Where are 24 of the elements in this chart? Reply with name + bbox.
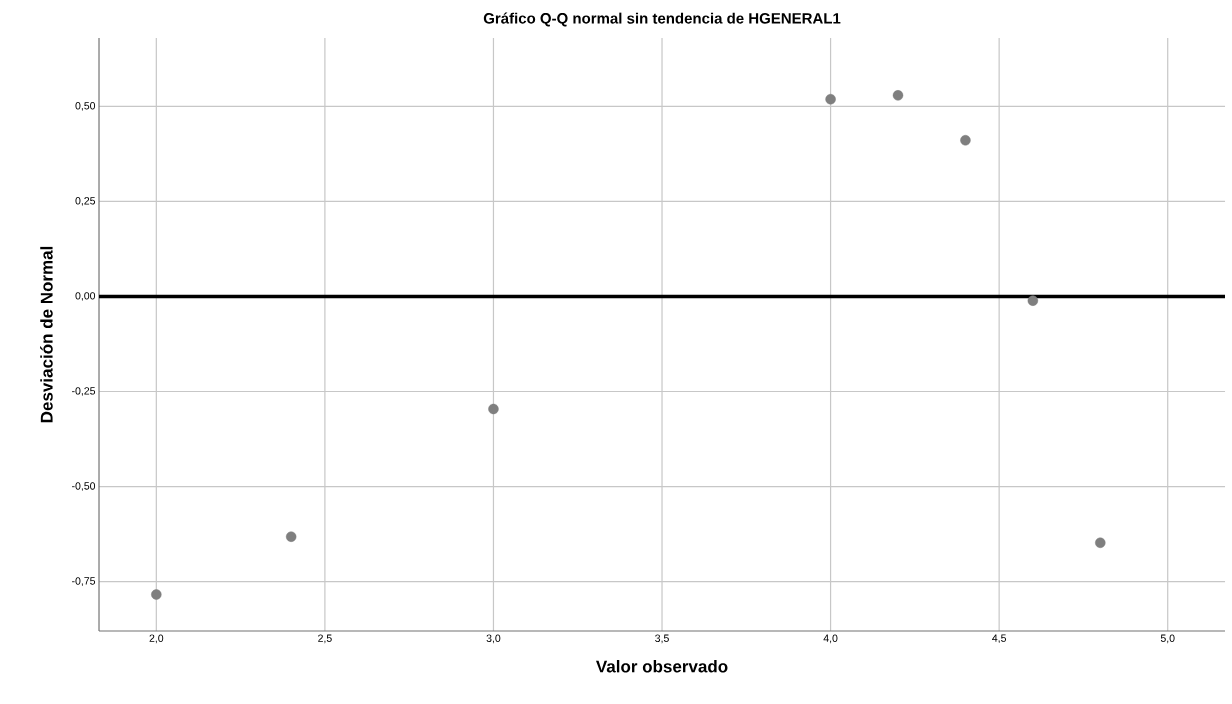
point [488,403,499,415]
x-tick-label: 2,0 [149,634,164,644]
y-axis-title: Desviación de Normal [40,246,53,423]
x-tick-label: 3,0 [486,634,501,644]
point [960,135,971,146]
x-tick-label: 4,5 [992,634,1007,644]
y-tick-label: 0,00 [75,292,96,301]
x-tick-label: 3,5 [655,634,669,644]
point [151,589,162,600]
x-tick-label: 5,0 [1160,634,1175,644]
point [892,90,904,101]
x-tick-label: 2,5 [318,634,332,644]
y-tick-label: 0,25 [75,197,96,206]
y-tick-label: -0,50 [72,482,96,491]
y-tick-label: -0,75 [72,577,96,586]
x-tick-label: 4,0 [823,634,838,644]
y-tick-label: -0,25 [72,387,96,396]
x-axis-title: Valor observado [595,660,728,673]
point [285,531,297,542]
y-tick-label: 0,50 [75,102,96,111]
point [1027,295,1039,306]
chart-title: Gráfico Q-Q normal sin tendencia de HGENERAL1 [483,12,841,27]
point [1095,537,1106,548]
point [825,93,836,105]
